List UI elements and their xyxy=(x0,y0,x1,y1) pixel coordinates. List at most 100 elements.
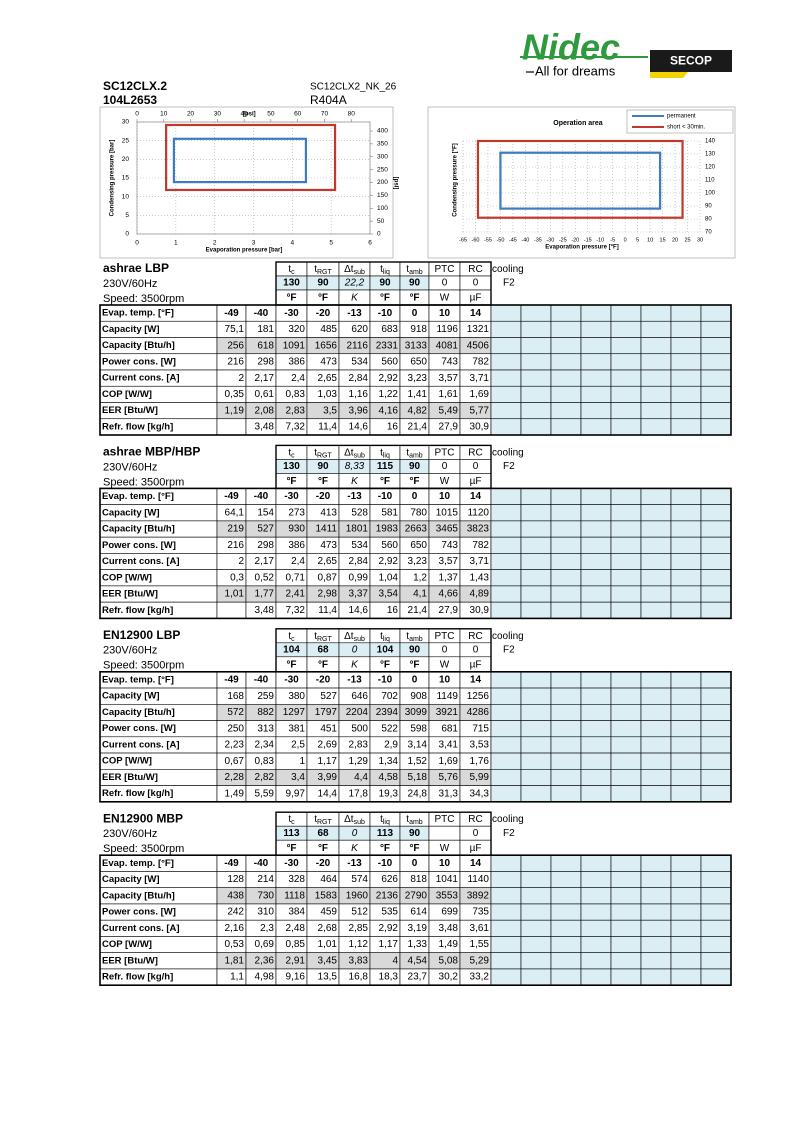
brand: Nidec xyxy=(522,27,620,68)
empty-cell xyxy=(550,736,582,754)
condition-header: cooling xyxy=(492,264,524,275)
value: 384 xyxy=(288,907,305,918)
header-main: t xyxy=(288,264,291,275)
value: 1,52 xyxy=(408,756,428,767)
sub-brand-box xyxy=(650,50,732,72)
evap-temp: 0 xyxy=(412,858,418,869)
header-subscript: RGT xyxy=(317,819,333,826)
condition-header: RC xyxy=(468,264,482,275)
evap-temp: -10 xyxy=(378,491,393,502)
row-label: Current cons. [A] xyxy=(102,556,180,567)
empty-cell xyxy=(490,369,522,387)
condition-value: 90 xyxy=(409,278,421,289)
empty-cell xyxy=(550,871,582,889)
empty-cell xyxy=(670,952,702,970)
header-main: Δt xyxy=(344,814,354,825)
value: 598 xyxy=(410,723,427,734)
value: 528 xyxy=(351,507,368,518)
empty-cell xyxy=(550,952,582,970)
condition-unit: °F xyxy=(318,843,328,854)
condition-cell xyxy=(428,825,461,841)
empty-cell xyxy=(700,418,732,436)
empty-cell xyxy=(580,968,612,986)
empty-cell xyxy=(700,488,732,505)
value: 14,4 xyxy=(318,788,338,799)
value: 5,29 xyxy=(470,955,490,966)
empty-cell xyxy=(580,871,612,889)
x-tick-label: -20 xyxy=(571,237,579,243)
empty-cell xyxy=(700,871,732,889)
value: 0,61 xyxy=(255,389,275,400)
value: 1,01 xyxy=(225,589,245,600)
empty-cell xyxy=(610,385,642,403)
condition-header: PTC xyxy=(435,814,455,825)
value: 0,3 xyxy=(230,572,244,583)
evap-temp: -49 xyxy=(224,858,239,869)
empty-cell xyxy=(520,353,552,371)
x-tick-label: -30 xyxy=(546,237,554,243)
empty-cell xyxy=(610,585,642,603)
y2-tick-label: 300 xyxy=(377,153,388,160)
empty-cell xyxy=(670,703,702,721)
empty-cell xyxy=(700,936,732,954)
value: 1960 xyxy=(346,890,369,901)
value: 500 xyxy=(351,723,368,734)
value: 298 xyxy=(257,540,274,551)
value: 0,69 xyxy=(255,939,275,950)
x-tick-label: -60 xyxy=(471,237,479,243)
header-border xyxy=(275,811,492,856)
value: 534 xyxy=(351,540,368,551)
empty-cell xyxy=(610,952,642,970)
empty-cell xyxy=(610,720,642,738)
empty-cell xyxy=(640,887,672,905)
header-main: t xyxy=(380,814,383,825)
value: 4,89 xyxy=(470,589,490,600)
row-label: EER [Btu/W] xyxy=(102,405,158,416)
y2-tick-label: 100 xyxy=(377,205,388,212)
empty-cell xyxy=(670,304,702,322)
y-tick-label: 130 xyxy=(705,152,716,158)
header-main: PTC xyxy=(435,264,455,275)
value: 4,98 xyxy=(255,972,275,983)
value: 3,19 xyxy=(408,923,428,934)
empty-cell xyxy=(550,671,582,689)
value: 1983 xyxy=(376,524,399,535)
empty-cell xyxy=(550,720,582,738)
value: 681 xyxy=(441,723,458,734)
psi-label: [psi] xyxy=(243,112,256,118)
empty-cell xyxy=(550,854,582,872)
value: 250 xyxy=(227,723,244,734)
value: 3,83 xyxy=(349,955,369,966)
evap-temp: 10 xyxy=(439,308,451,319)
value: 5,08 xyxy=(439,955,459,966)
row-label: COP [W/W] xyxy=(102,756,152,767)
empty-cell xyxy=(610,768,642,786)
empty-cell xyxy=(520,488,552,505)
value: 626 xyxy=(381,874,398,885)
value: 0,52 xyxy=(255,572,275,583)
value: 930 xyxy=(288,524,305,535)
header-subscript: c xyxy=(291,819,295,826)
empty-cell xyxy=(490,752,522,770)
empty-cell xyxy=(490,402,522,420)
section-title: ashrae MBP/HBP xyxy=(103,445,200,459)
empty-cell xyxy=(520,369,552,387)
condition-header: RC xyxy=(468,630,482,641)
empty-cell xyxy=(610,687,642,705)
empty-cell xyxy=(610,304,642,322)
empty-cell xyxy=(550,703,582,721)
value: 1801 xyxy=(346,524,369,535)
condition-value: 90 xyxy=(409,644,421,655)
empty-cell xyxy=(580,418,612,436)
evap-temp: -49 xyxy=(224,491,239,502)
condition-value: F2 xyxy=(503,644,515,655)
evap-temp: -49 xyxy=(224,675,239,686)
condition-header: Δtsub xyxy=(344,447,365,459)
empty-cell xyxy=(490,903,522,921)
empty-cell xyxy=(520,671,552,689)
value: 2,34 xyxy=(255,740,275,751)
empty-cell xyxy=(520,520,552,538)
evap-temp: 14 xyxy=(470,308,482,319)
value: 1,17 xyxy=(318,756,338,767)
condition-header: Δtsub xyxy=(344,630,365,642)
